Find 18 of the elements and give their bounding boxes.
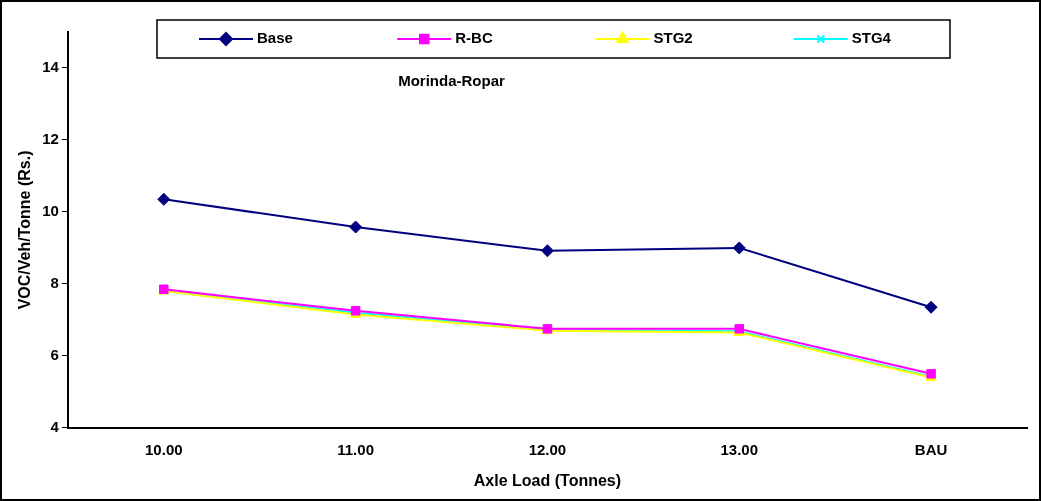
- x-tick-label: BAU: [914, 440, 948, 458]
- y-tick-label: 10: [42, 202, 59, 220]
- y-axis-title: VOC/Veh/Tonne (Rs.): [16, 150, 34, 310]
- x-tick-label: 11.00: [337, 440, 374, 458]
- x-tick-label: 12.00: [528, 440, 567, 458]
- legend-label: STG4: [851, 29, 892, 47]
- x-axis-title: Axle Load (Tonnes): [473, 471, 622, 489]
- y-tick-label: 8: [50, 274, 59, 292]
- x-tick-label: 10.00: [145, 440, 183, 458]
- y-tick-label: 14: [42, 58, 60, 76]
- y-tick-label: 6: [50, 345, 59, 363]
- x-tick-label: 13.00: [720, 440, 759, 458]
- legend-label: STG2: [653, 29, 693, 47]
- y-tick-label: 4: [50, 417, 60, 435]
- y-tick-label: 12: [42, 130, 59, 148]
- legend-label: Base: [257, 29, 293, 47]
- text: Morinda-Ropar: [398, 72, 506, 90]
- legend-label: R-BC: [455, 29, 493, 47]
